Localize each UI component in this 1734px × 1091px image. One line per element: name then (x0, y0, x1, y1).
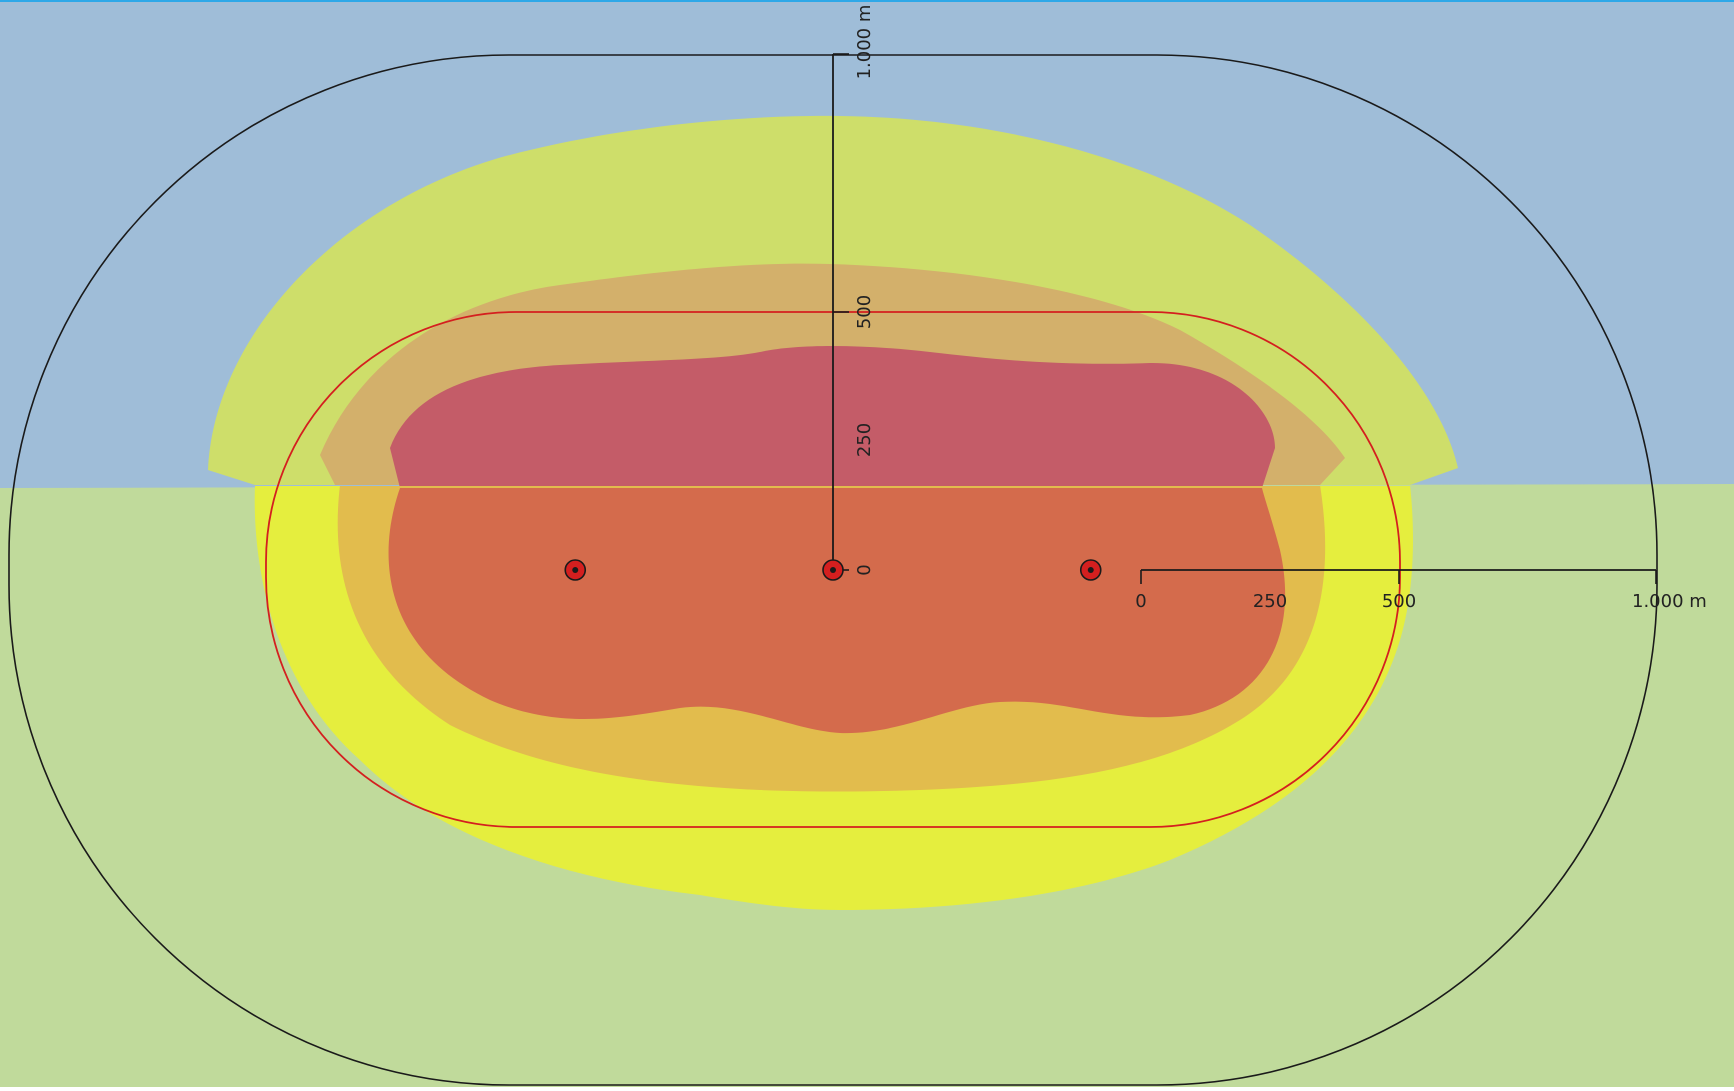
vertical-scale-bar: 0 250 500 1.000 m (832, 5, 875, 576)
frame-top-border (0, 0, 1734, 2)
marker-center-dot (830, 567, 836, 573)
marker-center-dot (572, 567, 579, 573)
horizontal-scale-label-1000: 1.000 m (1632, 591, 1707, 612)
source-marker-left (564, 559, 587, 581)
vertical-scale-label-500: 500 (854, 295, 875, 329)
source-markers (564, 559, 1102, 581)
zone-inner-over-land (388, 488, 1286, 734)
horizontal-scale-label-250: 250 (1253, 591, 1287, 612)
vertical-scale-label-250: 250 (854, 423, 875, 457)
zones-over-land (254, 486, 1413, 910)
horizontal-scale-label-0: 0 (1135, 591, 1146, 612)
marker-center-dot (1087, 567, 1094, 573)
horizontal-scale-bar: 0 250 500 1.000 m (1135, 569, 1707, 612)
horizontal-scale-label-500: 500 (1382, 591, 1416, 612)
source-marker-right (1079, 559, 1102, 581)
source-marker-center (822, 559, 844, 581)
vertical-scale-label-1000: 1.000 m (854, 5, 875, 80)
vertical-scale-label-0: 0 (854, 564, 875, 575)
